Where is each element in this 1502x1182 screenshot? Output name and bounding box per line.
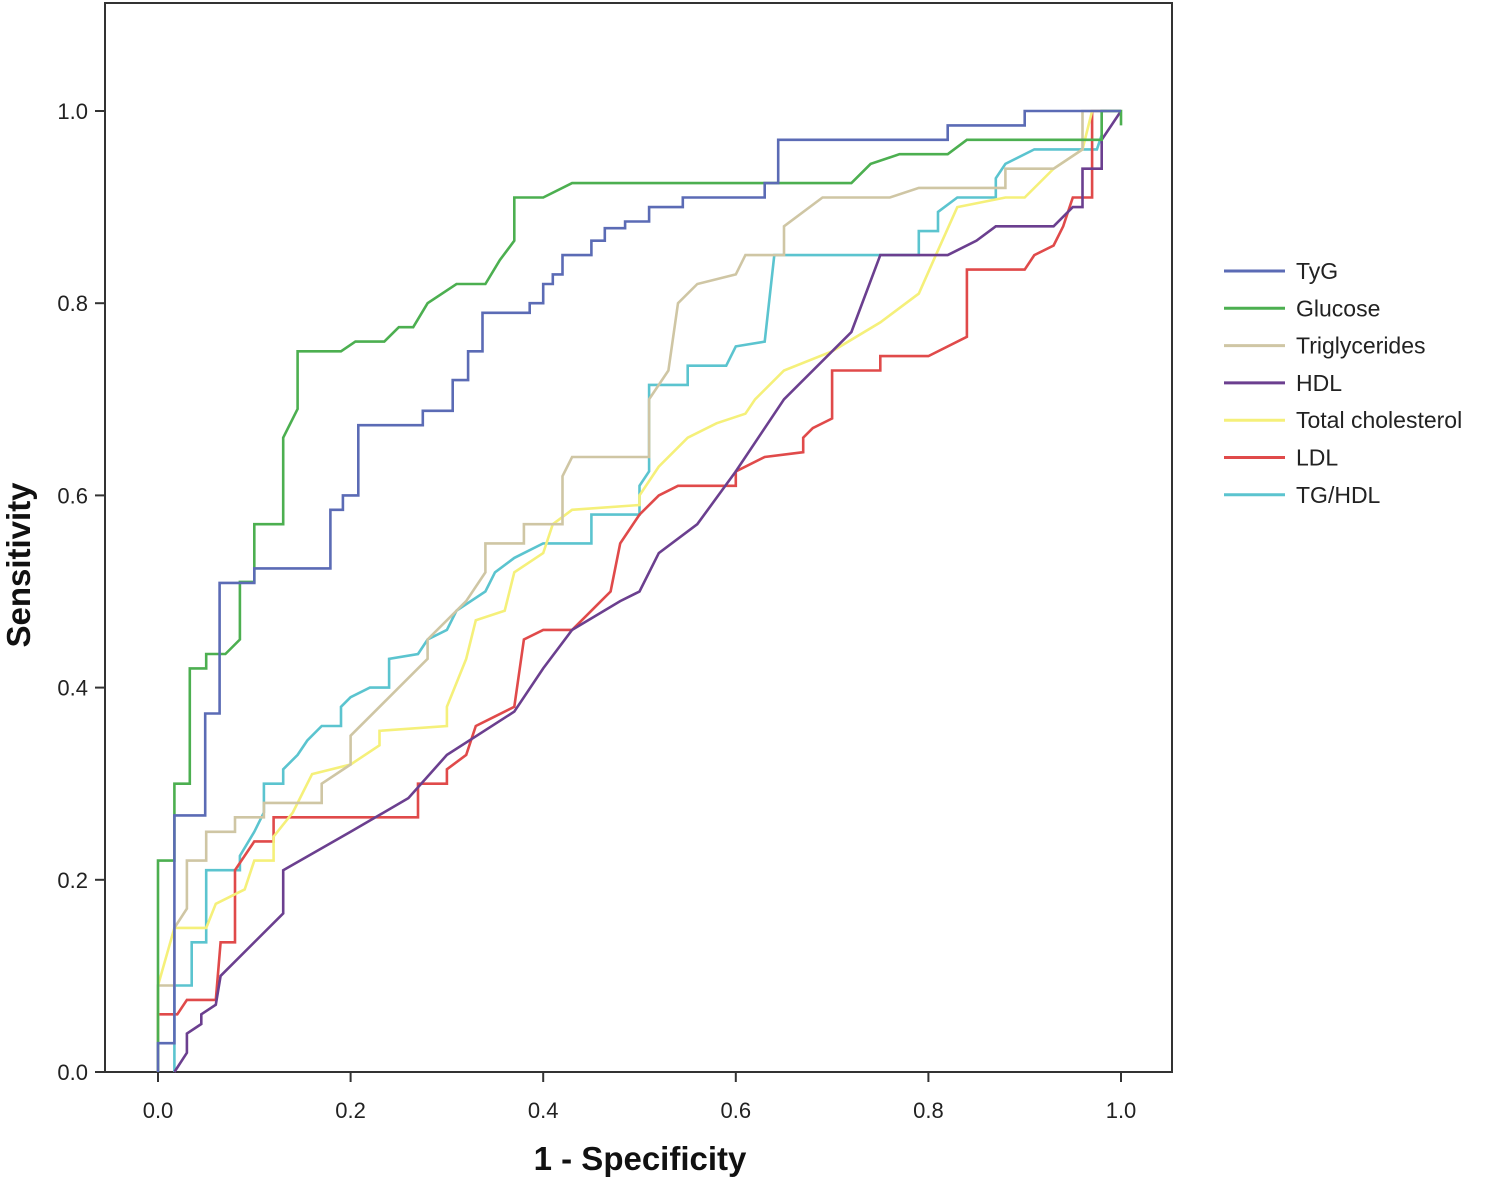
- x-axis: 0.0 0.2 0.4 0.6 0.8 1.0: [143, 1072, 1137, 1123]
- roc-curve-tyg: [156, 109, 1121, 1072]
- legend-label: LDL: [1296, 445, 1338, 471]
- x-tick-label: 0.8: [913, 1098, 944, 1123]
- x-tick-label: 0.6: [721, 1098, 752, 1123]
- roc-curve-ldl: [156, 109, 1107, 1072]
- roc-curve-total-cholesterol: [156, 109, 1121, 1072]
- roc-curve-glucose: [156, 109, 1123, 1072]
- legend-label: Total cholesterol: [1296, 407, 1462, 433]
- x-tick-label: 0.2: [335, 1098, 366, 1123]
- legend-item: Triglycerides: [1224, 333, 1426, 359]
- legend-item: Glucose: [1224, 295, 1380, 321]
- y-tick-label: 0.0: [57, 1060, 88, 1085]
- legend-label: TyG: [1296, 258, 1338, 284]
- legend-item: HDL: [1224, 370, 1342, 396]
- y-tick-label: 0.2: [57, 868, 88, 893]
- legend: TyG Glucose Triglycerides HDL Total chol…: [1224, 258, 1462, 508]
- legend-item: TyG: [1224, 258, 1338, 284]
- series-layer: [156, 109, 1123, 1073]
- legend-item: Total cholesterol: [1224, 407, 1462, 433]
- roc-curve-triglycerides: [156, 109, 1121, 1072]
- legend-label: Triglycerides: [1296, 333, 1426, 359]
- plot-frame: [104, 2, 1173, 1073]
- y-tick-label: 0.8: [57, 291, 88, 316]
- legend-item: TG/HDL: [1224, 482, 1381, 508]
- y-axis-title: Sensitivity: [0, 482, 37, 648]
- x-tick-label: 0.0: [143, 1098, 174, 1123]
- y-tick-label: 0.6: [57, 483, 88, 508]
- x-tick-label: 0.4: [528, 1098, 559, 1123]
- legend-label: TG/HDL: [1296, 482, 1381, 508]
- roc-curve-hdl: [173, 110, 1123, 1073]
- y-tick-label: 1.0: [57, 99, 88, 124]
- legend-item: LDL: [1224, 445, 1338, 471]
- legend-label: Glucose: [1296, 295, 1380, 321]
- legend-label: HDL: [1296, 370, 1342, 396]
- x-axis-title: 1 - Specificity: [534, 1140, 747, 1177]
- x-tick-label: 1.0: [1106, 1098, 1137, 1123]
- y-tick-label: 0.4: [57, 676, 88, 701]
- y-axis: 0.0 0.2 0.4 0.6 0.8 1.0: [57, 99, 105, 1085]
